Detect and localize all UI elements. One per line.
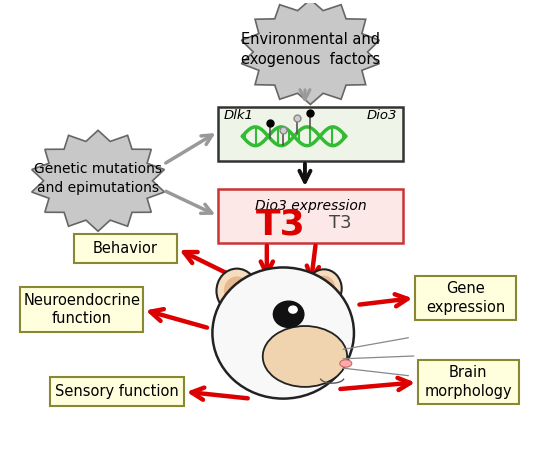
Ellipse shape: [224, 276, 250, 305]
Bar: [74, 234, 177, 264]
Bar: [218, 107, 403, 161]
Ellipse shape: [306, 269, 342, 308]
Text: Brain
morphology: Brain morphology: [425, 365, 512, 399]
Bar: [418, 360, 519, 404]
Ellipse shape: [340, 360, 352, 367]
Text: Dio3 expression: Dio3 expression: [255, 199, 366, 213]
Text: Dlk1: Dlk1: [223, 109, 253, 122]
Circle shape: [273, 301, 304, 328]
Circle shape: [288, 305, 298, 314]
Ellipse shape: [312, 276, 336, 301]
Text: Sensory function: Sensory function: [55, 384, 179, 399]
Text: Neuroendocrine
function: Neuroendocrine function: [23, 293, 140, 327]
Ellipse shape: [212, 267, 354, 399]
Bar: [218, 189, 403, 243]
Polygon shape: [241, 0, 380, 104]
Ellipse shape: [217, 269, 257, 313]
Text: Behavior: Behavior: [93, 241, 158, 256]
Text: Genetic mutations
and epimutations: Genetic mutations and epimutations: [34, 162, 162, 195]
Bar: [20, 287, 143, 332]
Text: Environmental and
exogenous  factors: Environmental and exogenous factors: [241, 32, 380, 67]
Polygon shape: [32, 130, 164, 231]
Bar: [415, 276, 516, 320]
Text: T3: T3: [256, 207, 305, 241]
Text: Gene
expression: Gene expression: [426, 281, 505, 315]
Text: Dio3: Dio3: [367, 109, 398, 122]
Text: T3: T3: [329, 214, 351, 232]
Bar: [51, 377, 184, 406]
Ellipse shape: [263, 326, 347, 387]
